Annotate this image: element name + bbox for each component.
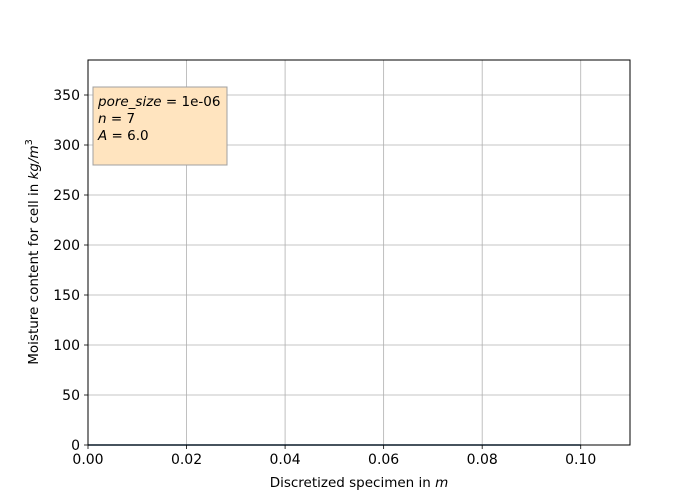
x-tick-label: 0.02 xyxy=(171,452,202,468)
y-axis-label: Moisture content for cell in kg/m3 xyxy=(24,139,42,365)
annotation-line-n: n = 7 xyxy=(98,111,135,127)
annotation-line-a: A = 6.0 xyxy=(97,128,149,144)
y-tick-label: 350 xyxy=(53,88,80,104)
y-tick-label: 100 xyxy=(53,338,80,354)
y-tick-label: 50 xyxy=(62,388,80,404)
x-tick-label: 0.10 xyxy=(565,452,596,468)
x-tick-label: 0.06 xyxy=(368,452,399,468)
x-tick-label: 0.08 xyxy=(467,452,498,468)
y-tick-label: 200 xyxy=(53,238,80,254)
x-tick-label: 0.04 xyxy=(270,452,301,468)
y-tick-label: 250 xyxy=(53,188,80,204)
x-axis-label: Discretized specimen in m xyxy=(270,475,449,491)
axis-ticks: 0.00 0.02 0.04 0.06 0.08 0.10 0 50 100 150 200 250 3… xyxy=(53,88,596,468)
annotation-line-pore-size: pore_size = 1e-06 xyxy=(97,94,220,110)
plot-frame xyxy=(87,59,631,446)
x-tick-label: 0.00 xyxy=(72,452,103,468)
y-tick-label: 300 xyxy=(53,138,80,154)
annotation-background xyxy=(92,86,228,166)
y-tick-label: 150 xyxy=(53,288,80,304)
y-tick-label: 0 xyxy=(71,438,80,454)
annotation-box: pore_size = 1e-06 n = 7 A = 6.0 xyxy=(92,86,228,166)
